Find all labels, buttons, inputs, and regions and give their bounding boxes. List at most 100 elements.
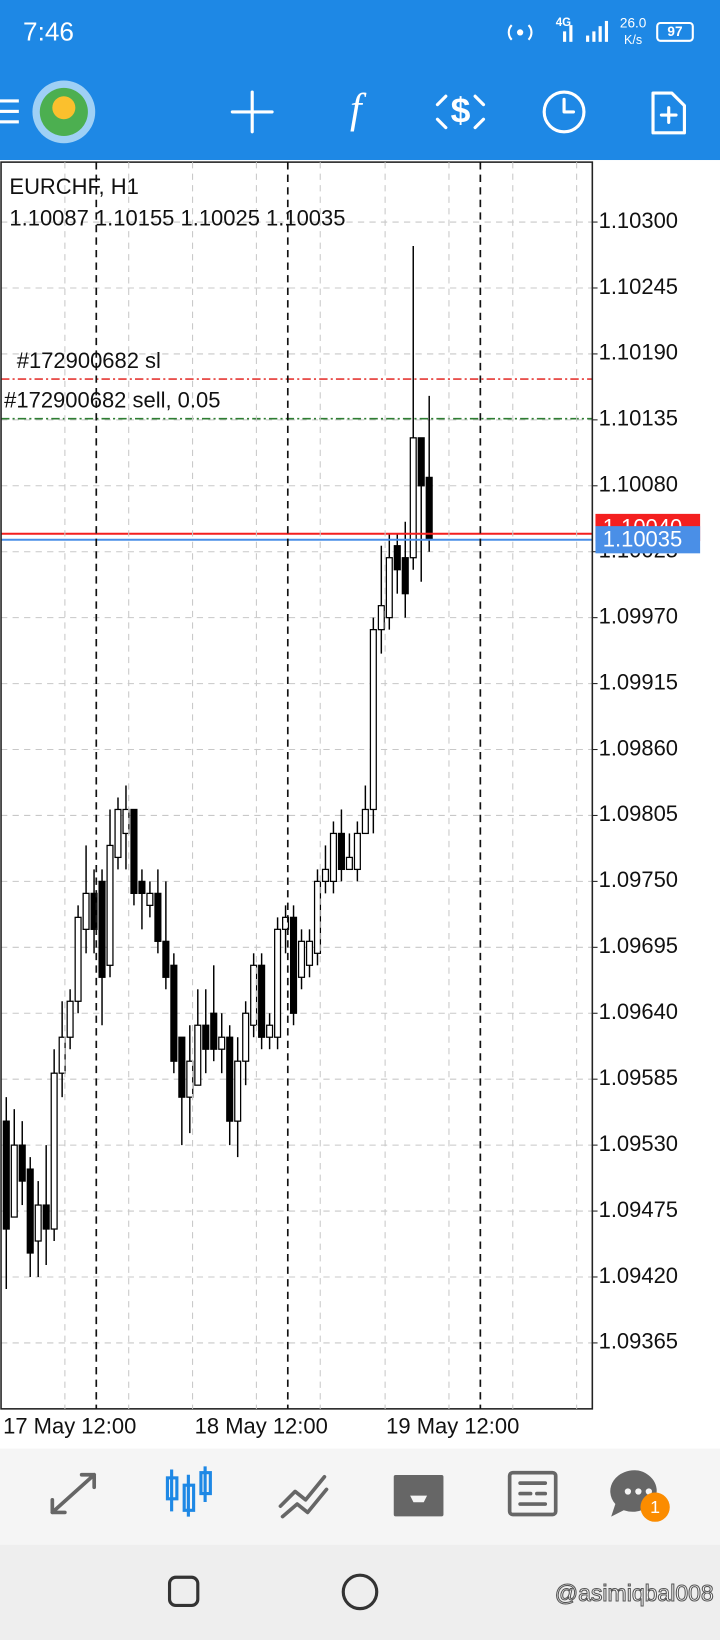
candle-body — [274, 928, 282, 1038]
y-tick-label: 1.10300 — [599, 208, 678, 233]
candle-body — [186, 1060, 194, 1098]
candle-body — [2, 1120, 10, 1230]
new-order-button[interactable] — [651, 91, 686, 135]
candle-body — [82, 892, 90, 930]
net-speed: 26.0 — [620, 16, 647, 31]
y-tick-label: 1.10135 — [599, 406, 678, 431]
candle-body — [226, 1036, 234, 1122]
candle-body — [58, 1036, 66, 1074]
candle-body — [162, 940, 170, 978]
trade-tab[interactable] — [278, 1475, 329, 1519]
menu-button[interactable] — [0, 99, 19, 124]
candle-body — [74, 916, 82, 1002]
network-type: 4G — [556, 17, 571, 29]
x-tick-label: 19 May 12:00 — [386, 1413, 519, 1438]
candle-body — [18, 1144, 26, 1182]
candle-body — [353, 832, 361, 871]
y-tick-label: 1.09750 — [599, 867, 678, 892]
candle-body — [425, 476, 433, 541]
candle-body — [313, 880, 322, 954]
candle-body — [282, 916, 290, 930]
candle-body — [26, 1168, 34, 1254]
candle-body — [385, 557, 393, 619]
day-separators — [95, 162, 482, 1409]
battery-level: 97 — [667, 24, 682, 39]
candle-body — [417, 437, 425, 487]
home-button[interactable] — [341, 1573, 379, 1611]
recents-button[interactable] — [167, 1575, 200, 1608]
candle-body — [154, 892, 162, 942]
timeframe-button[interactable] — [542, 90, 586, 134]
y-tick-label: 1.09640 — [599, 999, 678, 1024]
candle-body — [393, 545, 401, 571]
candle-body — [178, 1036, 186, 1098]
x-tick-label: 18 May 12:00 — [195, 1413, 328, 1438]
chart — [1, 221, 598, 1344]
candle-body — [401, 557, 409, 595]
candle-body — [361, 808, 369, 835]
y-tick-label: 1.09860 — [599, 735, 678, 760]
candle-body — [130, 808, 138, 895]
candle-body — [234, 1060, 242, 1122]
candle-body — [98, 880, 106, 978]
watermark: @asimiqbal008 — [555, 1580, 714, 1606]
chart-tab[interactable] — [165, 1466, 212, 1517]
news-tab[interactable] — [507, 1470, 558, 1517]
net-speed-unit: K/s — [624, 33, 642, 47]
candle-body — [122, 808, 130, 835]
chat-tab[interactable] — [610, 1470, 670, 1522]
candle-body — [337, 832, 345, 871]
candle-body — [202, 1024, 210, 1050]
candle-body — [90, 892, 98, 930]
y-tick-label: 1.10080 — [599, 472, 678, 497]
chart-ohlc: 1.10087 1.10155 1.10025 1.10035 — [9, 205, 345, 230]
y-tick-label: 1.09475 — [599, 1197, 678, 1222]
candle-body — [266, 1024, 274, 1038]
price-box — [595, 526, 701, 554]
chart-frame — [0, 161, 594, 1410]
candle-body — [289, 916, 298, 1014]
vertical-grid — [64, 162, 578, 1409]
status-time: 7:46 — [23, 16, 74, 46]
candle-body — [329, 832, 338, 883]
candle-body — [138, 880, 146, 895]
y-tick-label: 1.09695 — [599, 933, 678, 958]
candle-body — [297, 940, 306, 978]
candle-body — [258, 964, 266, 1038]
trade-button[interactable]: $ — [435, 90, 486, 130]
app-logo[interactable] — [32, 80, 96, 144]
svg-text:$: $ — [451, 90, 471, 130]
candle-body — [369, 629, 377, 811]
price-box-label: 1.10035 — [603, 527, 682, 552]
order-label: #172900682 sell, 0.05 — [4, 388, 220, 413]
candle-body — [321, 868, 330, 883]
y-tick-label: 1.09365 — [599, 1329, 678, 1354]
y-tick-label: 1.09530 — [599, 1131, 678, 1156]
y-tick-label: 1.09420 — [599, 1263, 678, 1288]
candle-body — [194, 1024, 202, 1086]
crosshair-button[interactable] — [230, 90, 274, 134]
candle-body — [106, 844, 114, 966]
candle-body — [170, 964, 178, 1062]
candle-body — [409, 437, 417, 559]
quotes-tab[interactable] — [50, 1472, 97, 1515]
candle-body — [345, 856, 353, 871]
status-icons — [507, 20, 694, 42]
history-tab[interactable] — [393, 1475, 444, 1517]
bottom-nav — [0, 1448, 720, 1545]
y-tick-label: 1.10190 — [599, 340, 678, 365]
candle-body — [10, 1144, 18, 1218]
candle-body — [377, 605, 385, 631]
y-tick-label: 1.09805 — [599, 801, 678, 826]
x-tick-label: 17 May 12:00 — [3, 1413, 136, 1438]
candle-body — [50, 1072, 58, 1230]
candle-body — [66, 1000, 74, 1038]
candle-body — [146, 892, 154, 906]
candle-body — [114, 808, 122, 859]
order-label: #172900682 sl — [17, 348, 161, 373]
chart-symbol: EURCHF, H1 — [9, 174, 138, 199]
y-tick-label: 1.10245 — [599, 274, 678, 299]
